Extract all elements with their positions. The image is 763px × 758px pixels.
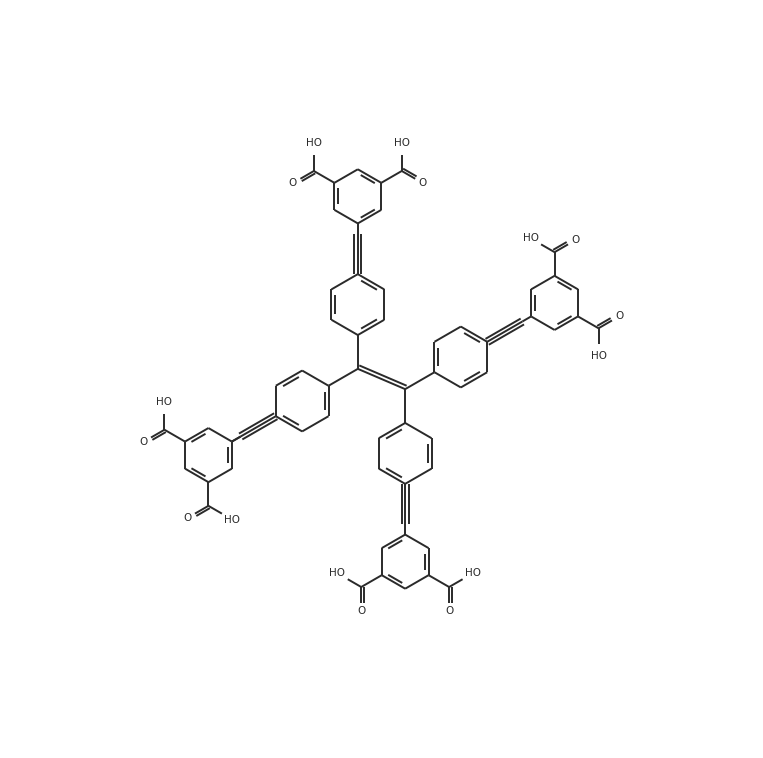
Text: HO: HO (465, 568, 481, 578)
Text: O: O (616, 311, 623, 321)
Text: O: O (419, 178, 427, 188)
Text: HO: HO (394, 138, 410, 149)
Text: HO: HO (306, 138, 322, 149)
Text: HO: HO (523, 233, 539, 243)
Text: HO: HO (329, 568, 345, 578)
Text: O: O (571, 235, 580, 245)
Text: O: O (357, 606, 365, 616)
Text: HO: HO (224, 515, 240, 525)
Text: O: O (288, 178, 297, 188)
Text: HO: HO (156, 397, 172, 407)
Text: HO: HO (591, 351, 607, 361)
Text: O: O (183, 513, 192, 523)
Text: O: O (445, 606, 453, 616)
Text: O: O (140, 437, 147, 447)
